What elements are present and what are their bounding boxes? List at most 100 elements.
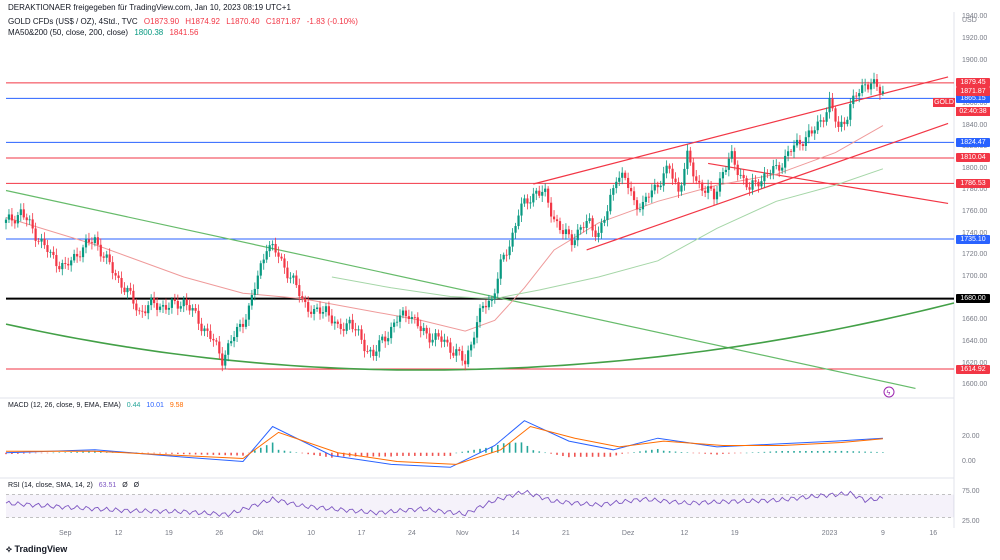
candle-body [757,181,760,187]
candle-body [111,262,114,274]
macd-histogram-bar [28,452,31,454]
candle-body [16,215,19,224]
macd-histogram-bar [568,452,570,458]
candle-body [363,339,366,352]
macd-histogram-bar [680,452,683,453]
candle-body [390,326,393,339]
candle-body [443,339,446,342]
candle-body [715,191,719,200]
trendline [708,162,949,205]
candle-body [677,182,680,192]
macd-histogram-bar [491,446,493,453]
macd-histogram-bar [621,452,623,454]
candle-body [837,121,840,127]
price-tick: 1620.00 [962,359,988,367]
candle-body [410,317,413,319]
candle-body [582,227,585,229]
candle-body [289,277,292,279]
macd-histogram-bar [40,452,43,454]
candle-body [478,308,482,323]
macd-histogram-bar [852,451,855,453]
ohlc-line: GOLD CFDs (US$ / OZ), 4Std., TVC O1873.9… [8,17,362,26]
price-tick: 1700.00 [962,273,988,280]
alert-icon[interactable] [883,386,895,398]
candle-body [784,155,787,168]
macd-histogram-bar [372,452,375,457]
macd-histogram-bar [319,452,321,456]
candle-body [336,321,339,324]
candle-body [369,349,372,352]
candle-body [763,173,766,182]
candle-body [603,219,606,223]
candle-body [712,188,716,200]
macd-histogram-bar [846,451,849,453]
candle-body [849,104,852,120]
macd-histogram-bar [5,452,7,455]
rsi-title-line[interactable]: RSI (14, close, SMA, 14, 2) 63.51 Ø Ø [8,482,143,489]
candle-body [535,190,538,194]
candle-body [615,181,618,189]
candle-body [496,278,499,294]
macd-histogram-bar [627,452,629,454]
macd-histogram-bar [467,450,469,453]
level-tag: 1879.45 [956,78,990,88]
macd-histogram-bar [775,451,778,453]
time-tick: 26 [215,530,224,537]
currency-label: USD [962,17,977,24]
ma-line[interactable]: MA50&200 (50, close, 200, close) 1800.38… [8,28,202,37]
bar-countdown: 02:40:38 [956,107,990,116]
candle-body [67,263,70,266]
candle-body [419,326,422,332]
macd-histogram-bar [769,451,772,453]
candle-body [618,177,621,182]
current-price-tag: 1871.87 [956,86,990,96]
candle-body [787,151,790,156]
macd-title-line[interactable]: MACD (12, 26, close, 9, EMA, EMA) 0.44 1… [8,402,187,409]
candle-body [508,246,511,256]
candle-body [283,258,286,268]
macd-histogram-bar [313,452,315,456]
price-tick: 1640.00 [962,337,988,345]
candle-body [464,360,467,365]
candle-body [781,167,784,171]
candle-body [218,341,221,354]
candle-body [274,243,277,253]
candle-body [315,307,319,309]
macd-histogram-bar [384,452,386,457]
macd-histogram-bar [242,452,244,456]
candle-body [330,315,333,324]
candle-body [182,299,185,307]
candle-body [869,83,873,90]
candle-body [789,151,793,153]
candle-body [452,352,455,356]
macd-histogram-bar [236,452,238,456]
tradingview-logo[interactable]: ⟡ TradingView [6,544,67,555]
candle-body [721,172,725,179]
candle-body [19,209,22,216]
level-tag: 1865.15 [956,93,990,103]
candle-body [609,194,612,212]
candle-body [834,108,837,122]
candle-body [354,329,357,331]
candle-body [766,173,769,175]
macd-histogram-bar [538,451,541,453]
candle-body [31,219,34,229]
macd-histogram-bar [864,451,866,453]
logo-text: TradingView [14,544,68,554]
macd-histogram-bar [141,452,144,454]
macd-histogram-bar [283,450,286,453]
candle-body [238,323,242,327]
candle-body [241,323,245,327]
candle-body [576,229,579,241]
candle-body [321,312,325,314]
candle-body [644,196,647,202]
candle-body [153,298,156,304]
time-tick: Sep [59,530,72,537]
candle-body [742,174,745,179]
candle-body [129,287,132,291]
macd-histogram-bar [651,449,653,453]
candle-body [704,190,707,193]
candle-body [810,130,813,134]
time-tick: Okt [252,530,264,537]
